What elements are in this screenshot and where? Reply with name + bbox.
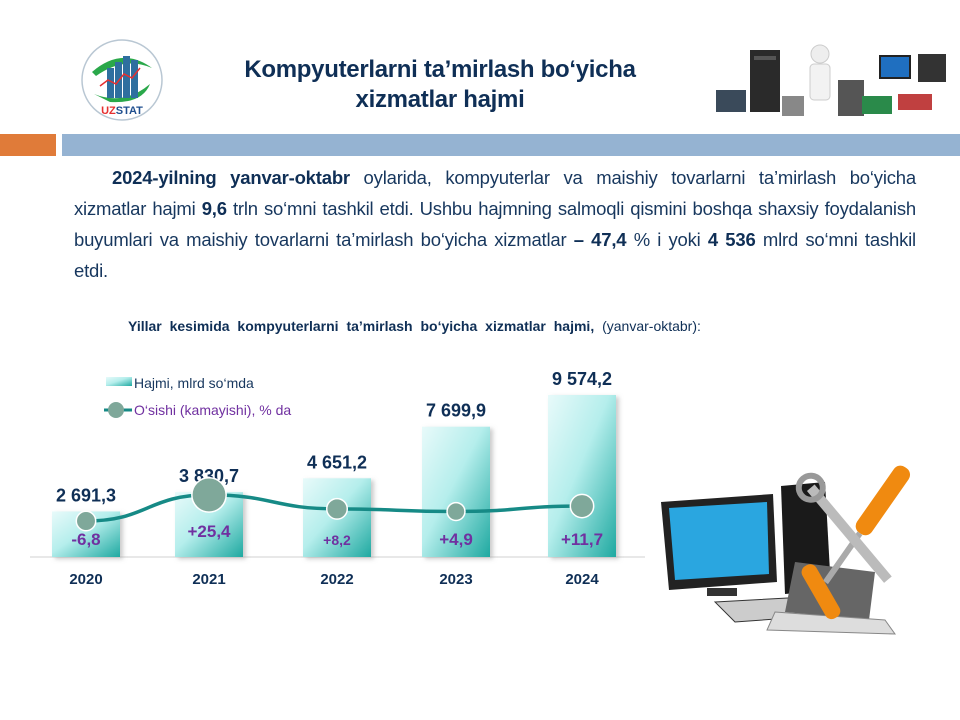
legend-line-label: O‘sishi (kamayishi), % da <box>134 402 291 418</box>
chart-subtitle-period: (yanvar-oktabr): <box>594 318 701 334</box>
title-line-2: xizmatlar hajmi <box>355 86 525 113</box>
svg-text:UZSTAT: UZSTAT <box>101 105 143 117</box>
bar-2023 <box>422 426 490 557</box>
bar-value-label-2020: 2 691,3 <box>56 485 116 505</box>
x-tick-label-2022: 2022 <box>320 571 353 588</box>
growth-label-2021: +25,4 <box>187 522 231 541</box>
accent-bar-orange <box>0 134 56 156</box>
chart-legend: Hajmi, mlrd so‘mda O‘sishi (kamayishi), … <box>104 375 291 418</box>
growth-marker-2021 <box>191 477 227 513</box>
bar-2024 <box>548 395 616 557</box>
growth-marker-2023 <box>446 501 466 522</box>
paragraph-text: oylarida, kompyuterlar va maishiy tovarl… <box>74 167 916 219</box>
computer-parts-image <box>716 44 946 116</box>
bar-value-label-2021: 3 830,7 <box>179 466 239 486</box>
computer-repair-image <box>661 465 911 635</box>
bar-value-label-2023: 7 699,9 <box>426 401 486 421</box>
share-percent: – 47,4 <box>573 229 627 250</box>
growth-label-2022: +8,2 <box>323 532 351 548</box>
bar-value-label-2022: 4 651,2 <box>307 452 367 472</box>
growth-marker-2020 <box>75 510 97 532</box>
bar-value-label-2024: 9 574,2 <box>552 369 612 389</box>
legend-bar-label: Hajmi, mlrd so‘mda <box>134 375 254 391</box>
x-tick-label-2020: 2020 <box>69 571 102 588</box>
x-tick-label-2024: 2024 <box>565 571 599 588</box>
title-line-1: Kompyuterlarni ta’mirlash bo‘yicha <box>244 56 636 83</box>
x-tick-label-2021: 2021 <box>192 571 225 588</box>
chart-subtitle: Yillar kesimida kompyuterlarni ta’mirlas… <box>128 318 701 334</box>
legend-bar-swatch <box>106 377 132 386</box>
accent-bar-blue <box>62 134 960 156</box>
paragraph-text: % i yoki <box>626 229 708 250</box>
period-text: 2024-yilning yanvar-oktabr <box>112 167 350 188</box>
summary-paragraph: 2024-yilning yanvar-oktabr oylarida, kom… <box>74 162 916 286</box>
uzstat-logo: UZSTAT <box>81 39 163 121</box>
legend-marker-swatch <box>108 402 124 418</box>
growth-marker-2024 <box>569 493 595 519</box>
x-tick-label-2023: 2023 <box>439 571 472 588</box>
page-title: Kompyuterlarni ta’mirlash bo‘yicha xizma… <box>190 55 690 115</box>
paragraph-text: trln so‘mni tashkil etdi. Ushbu hajmning… <box>74 198 916 250</box>
growth-label-2023: +4,9 <box>439 530 473 549</box>
share-volume: 4 536 <box>707 229 756 250</box>
growth-label-2024: +11,7 <box>561 530 603 549</box>
growth-marker-2022 <box>325 497 349 520</box>
chart-subtitle-bold: Yillar kesimida kompyuterlarni ta’mirlas… <box>128 318 595 334</box>
total-volume: 9,6 <box>201 198 227 219</box>
growth-label-2020: -6,8 <box>71 530 100 549</box>
volume-chart: Hajmi, mlrd so‘mda O‘sishi (kamayishi), … <box>30 369 645 588</box>
paragraph-text: mlrd so‘mni tashkil etdi. <box>74 229 916 281</box>
